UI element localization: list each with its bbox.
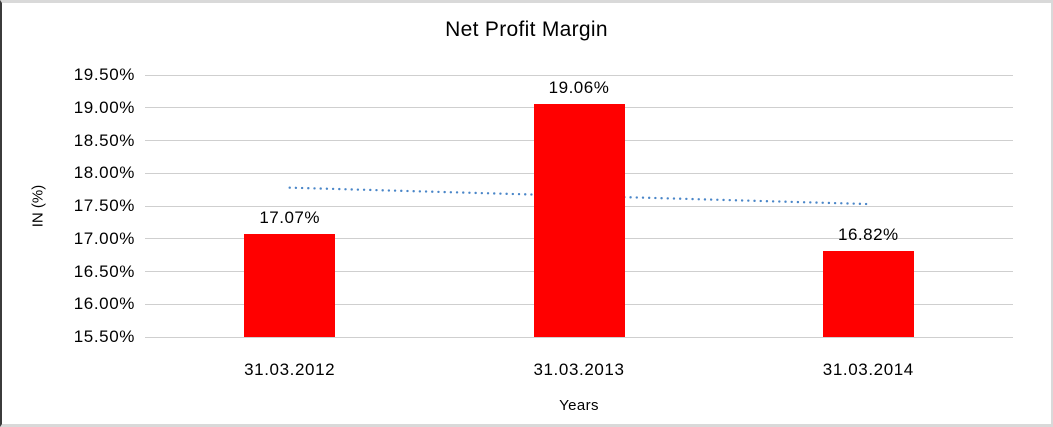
x-axis-tick-label: 31.03.2014 [822, 360, 914, 379]
bar-value-label: 17.07% [259, 208, 320, 228]
x-axis-title: Years [559, 397, 599, 414]
gridline [145, 336, 1013, 338]
chart-title: Net Profit Margin [445, 18, 608, 41]
bar-31.03.2012 [244, 234, 336, 337]
y-axis-tick-label: 17.50% [73, 196, 135, 215]
gridline [145, 74, 1013, 76]
y-axis-tick-label: 16.00% [73, 294, 135, 314]
x-axis-tick-label: 31.03.2013 [533, 360, 625, 379]
y-axis-tick-label: 19.00% [73, 97, 135, 117]
y-axis-tick-label: 18.00% [73, 163, 135, 183]
x-axis-tick-label: 31.03.2012 [244, 360, 336, 379]
bar-31.03.2014 [822, 250, 914, 337]
bar-value-label: 19.06% [548, 77, 610, 97]
y-axis-tick-label: 16.50% [73, 261, 135, 281]
y-axis-tick-label: 19.50% [73, 65, 135, 84]
bar-31.03.2013 [533, 103, 625, 337]
bar-value-label: 16.82% [837, 224, 899, 244]
y-axis-tick-label: 18.50% [73, 130, 135, 150]
y-axis-tick-label: 17.00% [73, 228, 135, 248]
y-axis-tick-label: 15.50% [73, 327, 135, 346]
